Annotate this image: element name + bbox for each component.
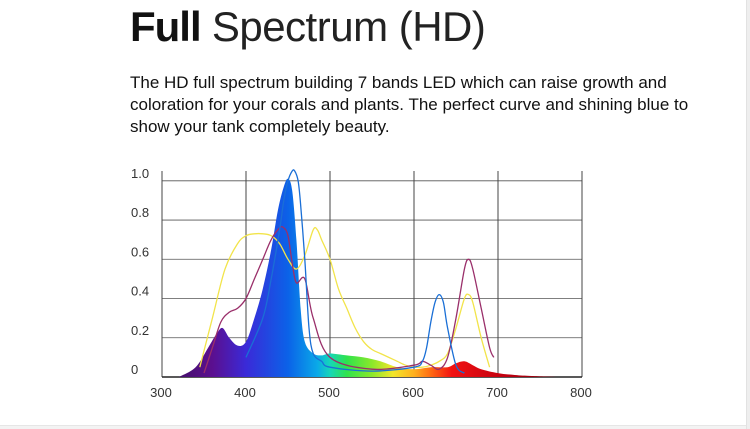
page-title: Full Spectrum (HD) <box>130 2 486 52</box>
x-tick-label: 800 <box>570 385 592 400</box>
chart-area-layer <box>178 178 557 377</box>
spectrum-description: The HD full spectrum building 7 bands LE… <box>130 73 689 136</box>
chart-tick-labels: 0 0.2 0.4 0.6 0.8 1.0 300 400 500 600 700 800 <box>131 166 592 400</box>
page-bottom-edge <box>0 425 746 429</box>
page-right-edge <box>746 0 750 429</box>
y-tick-label: 0 <box>131 362 138 377</box>
y-tick-label: 0.8 <box>131 205 149 220</box>
y-tick-label: 1.0 <box>131 166 149 181</box>
series-line-0 <box>199 226 491 369</box>
x-tick-label: 300 <box>150 385 172 400</box>
y-tick-label: 0.6 <box>131 244 149 259</box>
x-tick-label: 600 <box>402 385 424 400</box>
x-tick-label: 400 <box>234 385 256 400</box>
series-line-2 <box>245 169 465 374</box>
spectrum-area <box>178 178 557 377</box>
title-bold-word: Full <box>130 3 202 50</box>
y-tick-label: 0.4 <box>131 284 149 299</box>
series-line-1 <box>203 226 495 374</box>
x-tick-label: 700 <box>486 385 508 400</box>
chart-line-layer <box>199 169 495 374</box>
x-tick-label: 500 <box>318 385 340 400</box>
title-light-words: Spectrum (HD) <box>211 3 486 50</box>
y-tick-label: 0.2 <box>131 323 149 338</box>
